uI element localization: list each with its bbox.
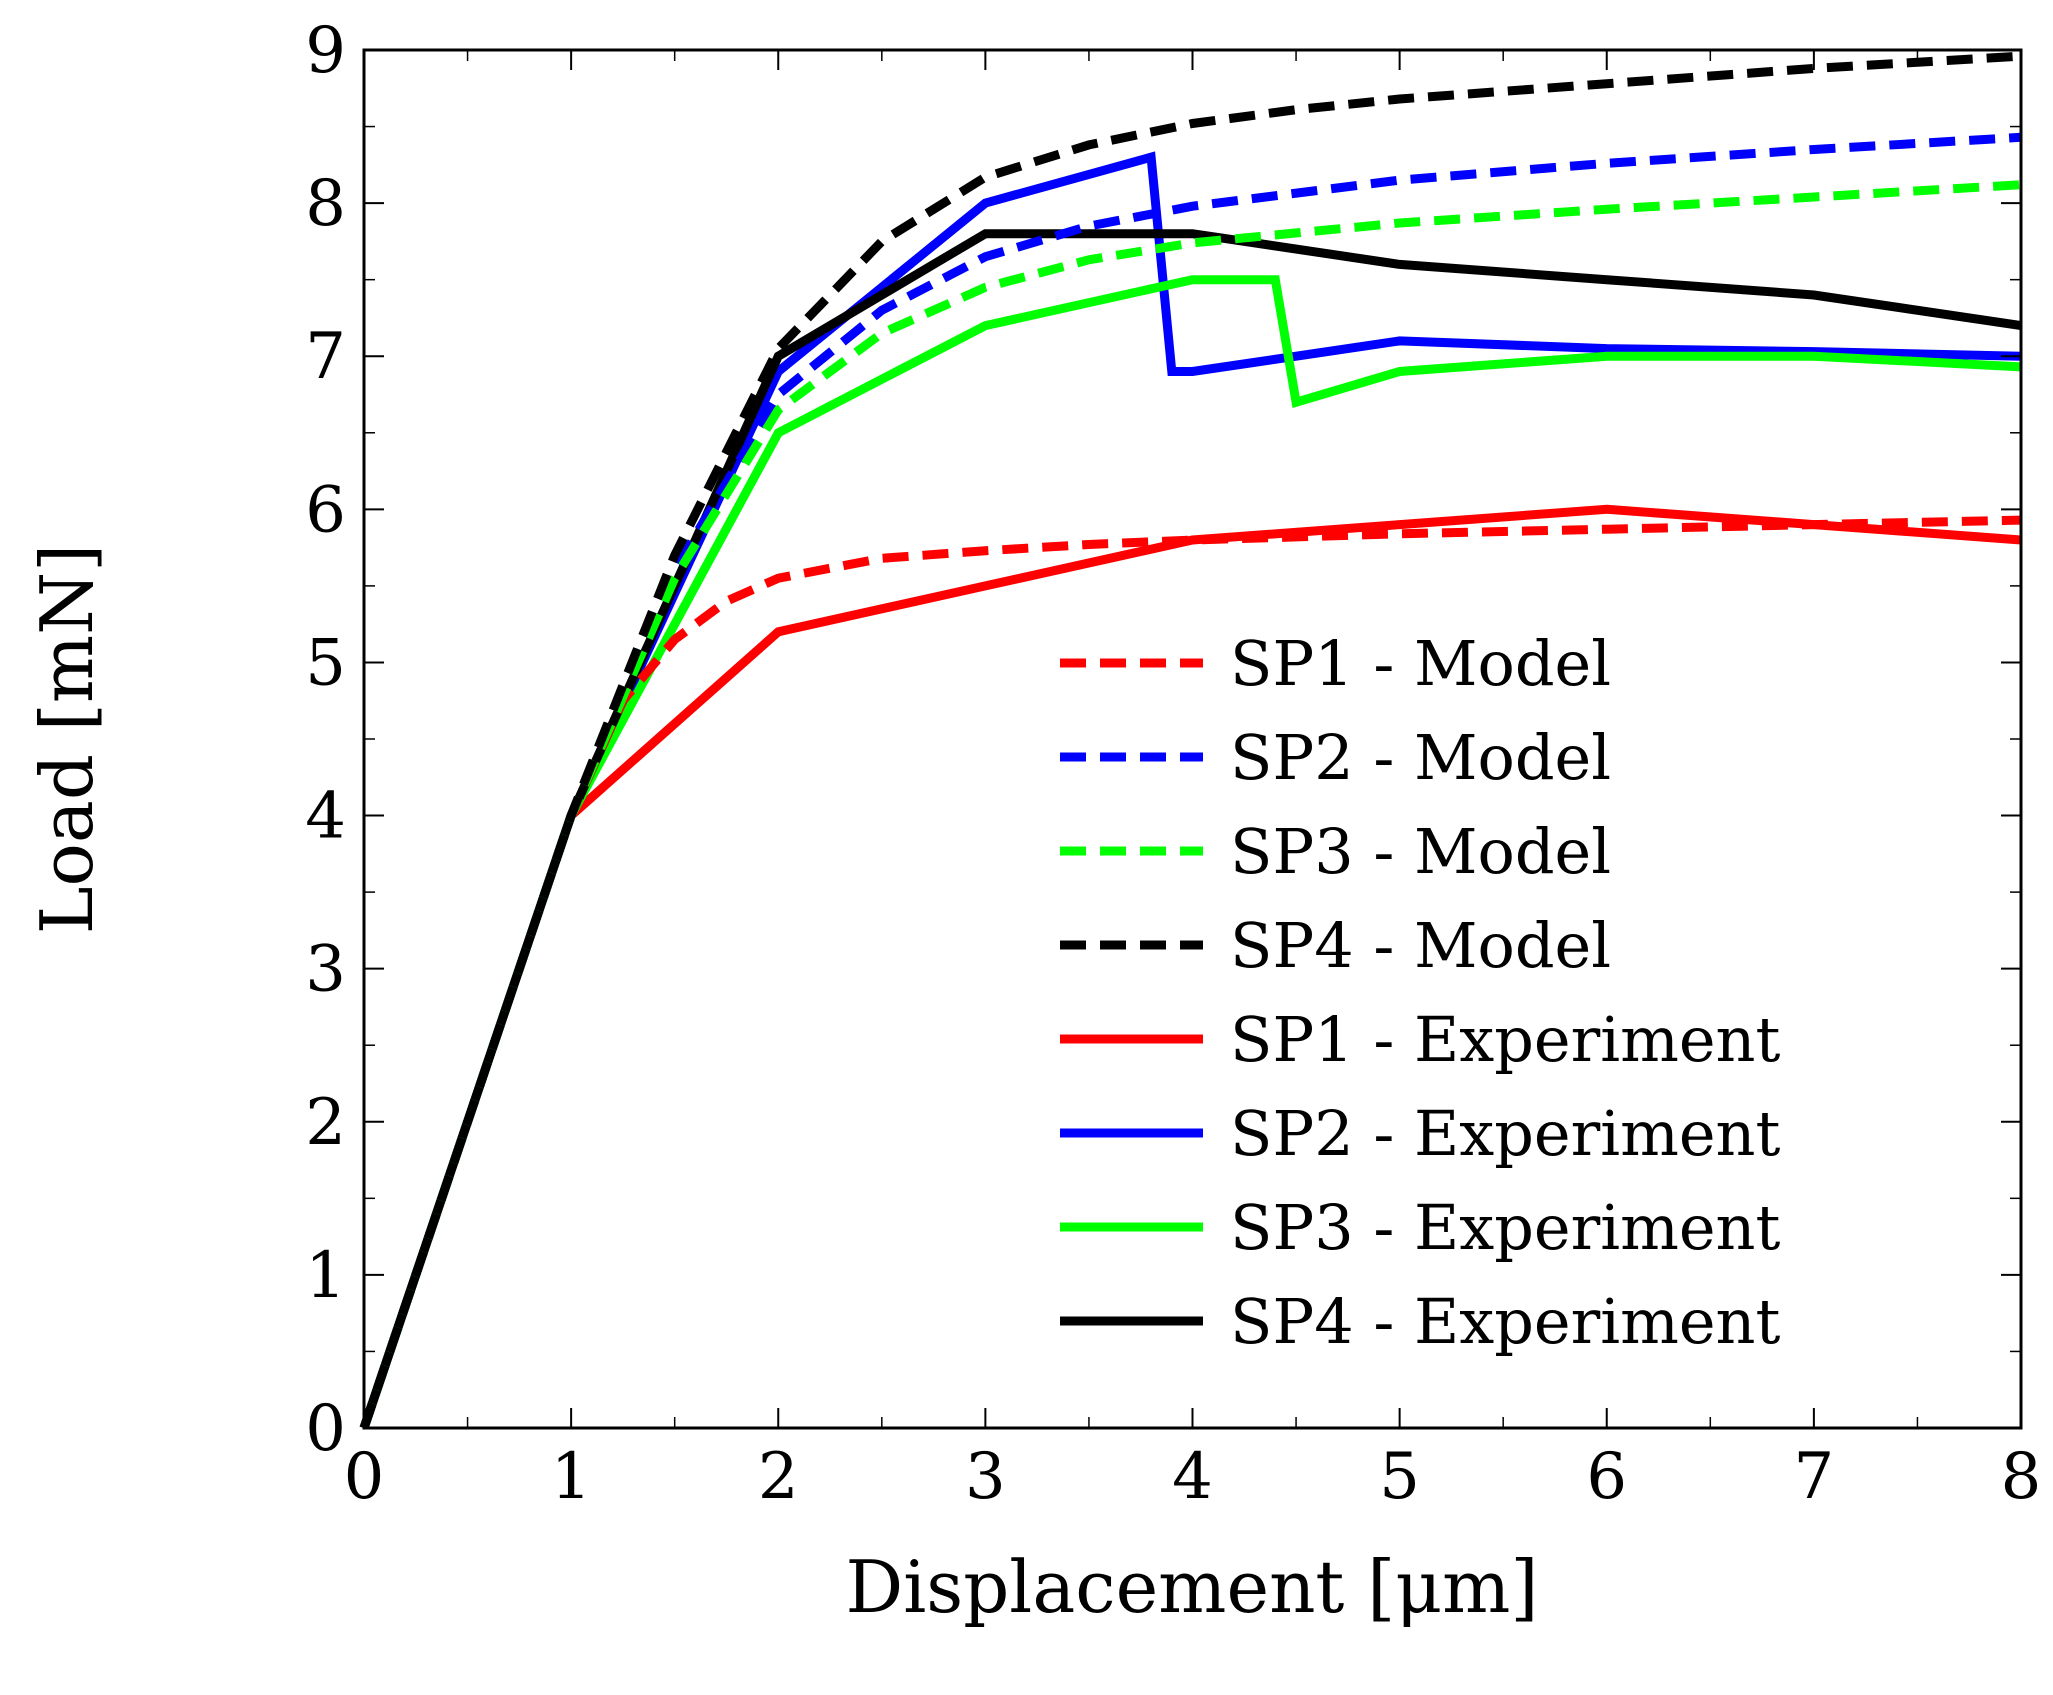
x-tick-label: 3 xyxy=(965,1440,1006,1514)
y-tick-label: 0 xyxy=(305,1392,346,1466)
y-tick-label: 4 xyxy=(305,780,346,854)
y-tick-label: 2 xyxy=(305,1086,346,1160)
x-axis-title: Displacement [μm] xyxy=(846,1545,1539,1629)
legend-label: SP3 - Experiment xyxy=(1230,1191,1780,1264)
x-tick-label: 0 xyxy=(344,1440,385,1514)
legend-label: SP1 - Model xyxy=(1230,627,1611,700)
minor-tick-layer xyxy=(364,50,2021,1428)
x-tick-label: 8 xyxy=(2001,1440,2042,1514)
series-line-sp3-experiment xyxy=(359,275,2022,1430)
y-tick-label: 7 xyxy=(305,320,346,394)
legend-label: SP3 - Model xyxy=(1230,815,1611,888)
x-tick-label: 2 xyxy=(758,1440,799,1514)
legend: SP1 - Model SP2 - Model SP3 - Model SP4 - M… xyxy=(1060,627,1780,1358)
legend-label: SP2 - Model xyxy=(1230,721,1611,794)
y-tick-label: 3 xyxy=(305,933,346,1007)
y-tick-label: 9 xyxy=(305,14,346,88)
y-tick-label: 8 xyxy=(305,167,346,241)
y-tick-label: 5 xyxy=(305,626,346,700)
legend-label: SP1 - Experiment xyxy=(1230,1003,1780,1076)
series-line-sp1-experiment xyxy=(359,504,2022,1430)
series-line-sp4-model xyxy=(359,51,2022,1430)
x-tick-label: 7 xyxy=(1794,1440,1835,1514)
legend-label: SP4 - Experiment xyxy=(1230,1285,1780,1358)
legend-label: SP4 - Model xyxy=(1230,909,1611,982)
y-tick-label: 6 xyxy=(305,473,346,547)
legend-label: SP2 - Experiment xyxy=(1230,1097,1780,1170)
x-tick-label: 4 xyxy=(1172,1440,1213,1514)
y-tick-label: 1 xyxy=(305,1239,346,1313)
tick-label-layer: 0 1 2 3 4 5 6 7 8 0 1 2 3 4 5 6 7 8 9 xyxy=(305,14,2041,1514)
series-layer xyxy=(359,51,2022,1430)
x-tick-label: 5 xyxy=(1379,1440,1420,1514)
x-tick-label: 6 xyxy=(1586,1440,1627,1514)
y-axis-title: Load [mN] xyxy=(25,544,109,935)
tick-layer xyxy=(363,49,2022,1429)
x-tick-label: 1 xyxy=(551,1440,592,1514)
